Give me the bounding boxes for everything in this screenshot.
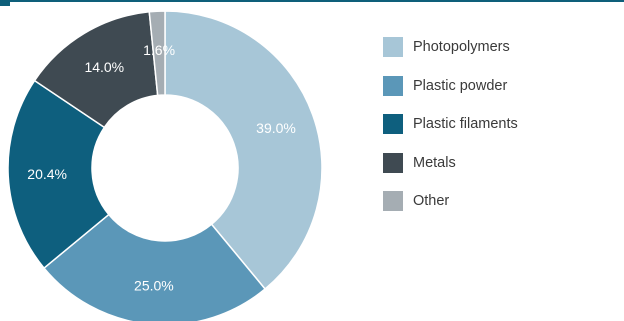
legend-label: Plastic powder	[413, 77, 508, 94]
legend-label: Other	[413, 193, 450, 209]
donut-chart: 39.0% 25.0% 20.4% 14.0% 1.6%	[7, 10, 323, 321]
slice-label-plastic-filaments: 20.4%	[27, 166, 67, 182]
legend-item-other: Other	[383, 191, 518, 211]
legend-item-plastic-powder: Plastic powder	[383, 75, 518, 96]
slice-label-photopolymers: 39.0%	[256, 120, 296, 136]
chart-legend: Photopolymers Plastic powder Plastic filam…	[383, 37, 518, 230]
legend-item-metals: Metals	[383, 152, 518, 173]
legend-label: Metals	[413, 154, 456, 171]
legend-item-plastic-filaments: Plastic filaments	[383, 114, 518, 134]
donut-slices	[7, 10, 323, 321]
header-rule	[0, 0, 624, 2]
donut-labels: 39.0% 25.0% 20.4% 14.0% 1.6%	[27, 42, 296, 293]
legend-swatch	[383, 75, 403, 96]
slice-photopolymers	[164, 10, 323, 291]
legend-swatch	[383, 114, 403, 134]
slice-label-other: 1.6%	[143, 42, 175, 58]
slice-other	[148, 10, 166, 97]
slice-plastic-filaments	[7, 79, 110, 270]
slice-plastic-powder	[42, 213, 267, 321]
slice-label-plastic-powder: 25.0%	[134, 277, 174, 293]
legend-item-photopolymers: Photopolymers	[383, 37, 518, 57]
legend-swatch	[383, 37, 403, 57]
header-tab-marker	[0, 0, 10, 6]
legend-label: Plastic filaments	[413, 116, 518, 132]
legend-label: Photopolymers	[413, 39, 510, 55]
legend-swatch	[383, 152, 403, 173]
slice-label-metals: 14.0%	[84, 59, 124, 75]
legend-swatch	[383, 191, 403, 211]
